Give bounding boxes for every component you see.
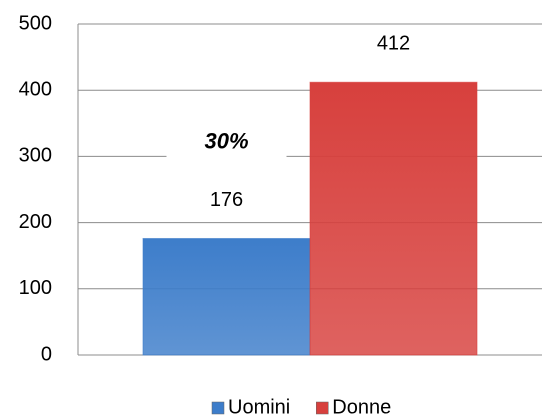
legend-swatch	[211, 401, 225, 415]
y-tick-label: 200	[19, 211, 52, 233]
y-tick-label: 0	[41, 343, 52, 365]
data-label: 412	[377, 33, 410, 55]
legend-swatch	[316, 401, 329, 415]
annotation-bg	[166, 122, 287, 163]
y-tick-label: 100	[19, 277, 52, 299]
y-tick-label: 400	[19, 78, 52, 100]
annotation-bg	[517, 26, 542, 67]
bar	[142, 237, 311, 356]
y-tick-label: 300	[19, 145, 52, 167]
legend-label: Uomini	[228, 396, 290, 418]
bar	[309, 81, 478, 356]
data-label: 176	[210, 189, 243, 211]
annotation: 30%	[204, 128, 248, 153]
legend-label: Donne	[332, 396, 391, 418]
y-tick-label: 500	[19, 12, 52, 34]
